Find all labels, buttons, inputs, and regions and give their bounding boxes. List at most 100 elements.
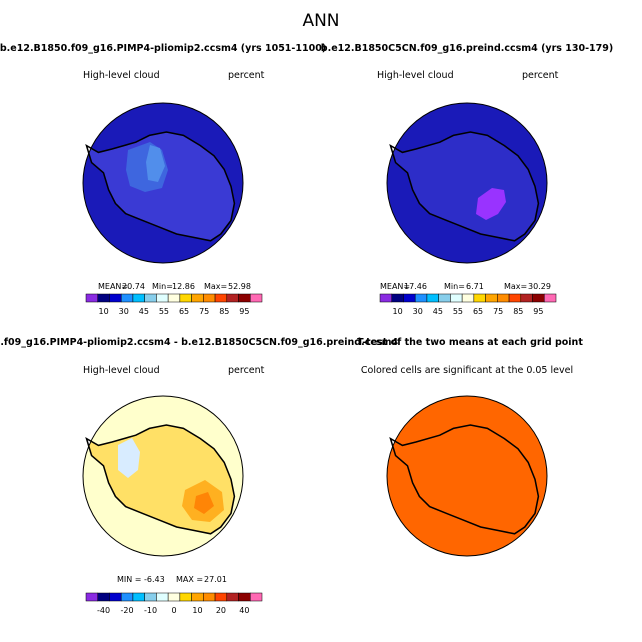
colorbar-swatch [109, 592, 122, 602]
polar-map [83, 396, 243, 556]
max-label: MAX = [176, 575, 203, 584]
colorbar-swatch [532, 293, 545, 303]
significance-label: Colored cells are significant at the 0.0… [361, 365, 573, 376]
colorbar-swatch [544, 293, 557, 303]
colorbar-tick-label: 10 [393, 307, 403, 316]
max-value: 52.98 [228, 282, 251, 291]
colorbar-swatch [438, 293, 451, 303]
colorbar-tick-label: 85 [513, 307, 523, 316]
units-label: percent [228, 70, 265, 81]
colorbar-swatch [508, 293, 522, 303]
units-label: percent [228, 365, 265, 376]
colorbar: -40 -20 -10 0 10 20 40 [85, 592, 263, 615]
colorbar-tick-label: 75 [493, 307, 503, 316]
colorbar-swatch [473, 293, 486, 303]
colorbar-swatch [191, 592, 204, 602]
colorbar-tick-label: 45 [139, 307, 149, 316]
max-value: 30.29 [528, 282, 551, 291]
variable-label: High-level cloud [377, 70, 454, 81]
colorbar-swatch [120, 592, 134, 602]
colorbar-tick-label: 85 [219, 307, 229, 316]
colorbar-swatch [132, 293, 145, 303]
colorbar-swatch [85, 293, 98, 303]
colorbar-swatch [97, 293, 110, 303]
colorbar-swatch [109, 293, 122, 303]
colorbar-tick-label: 40 [239, 606, 249, 615]
mean-label: MEAN= [98, 282, 128, 291]
colorbar-swatch [85, 592, 98, 602]
colorbar-swatch [97, 592, 110, 602]
colorbar-swatch [167, 293, 181, 303]
colorbar-swatch [461, 293, 475, 303]
colorbar-swatch [144, 293, 157, 303]
colorbar-tick-label: 30 [119, 307, 129, 316]
mean-label: MEAN= [380, 282, 410, 291]
colorbar-tick-label: -10 [144, 606, 157, 615]
colorbar-tick-label: 10 [192, 606, 202, 615]
colorbar-swatch [497, 293, 510, 303]
colorbar-tick-label: 55 [159, 307, 169, 316]
panel-title: b.e12.B1850C5CN.f09_g16.preind.ccsm4 (yr… [321, 43, 613, 54]
colorbar: 10 30 45 55 65 75 85 95 [379, 293, 557, 316]
colorbar-tick-label: 30 [413, 307, 423, 316]
colorbar-swatch [450, 293, 463, 303]
colorbar-swatch [179, 592, 192, 602]
figure-title: ANN [302, 11, 339, 31]
mean-value: 17.46 [404, 282, 427, 291]
polar-map [387, 103, 547, 263]
colorbar-swatch [179, 293, 192, 303]
colorbar-swatch [520, 293, 533, 303]
colorbar-swatch [414, 293, 428, 303]
panel-title: T-test of the two means at each grid poi… [357, 337, 583, 348]
colorbar-swatch [485, 293, 498, 303]
colorbar-tick-label: 45 [433, 307, 443, 316]
colorbar-swatch [203, 293, 216, 303]
min-label: Min= [444, 282, 465, 291]
colorbar-swatch [156, 293, 169, 303]
colorbar-swatch [426, 293, 439, 303]
min-label: MIN = [117, 575, 142, 584]
polar-map [83, 103, 243, 263]
colorbar-tick-label: 95 [533, 307, 543, 316]
panel-title: 1850.f09_g16.PIMP4-pliomip2.ccsm4 - b.e1… [0, 337, 399, 348]
variable-label: High-level cloud [83, 365, 160, 376]
panel-preind: b.e12.B1850C5CN.f09_g16.preind.ccsm4 (yr… [321, 43, 613, 316]
colorbar-tick-label: 0 [171, 606, 176, 615]
max-label: Max= [204, 282, 227, 291]
colorbar-tick-label: -20 [121, 606, 134, 615]
colorbar-tick-label: 95 [239, 307, 249, 316]
colorbar-swatch [203, 592, 216, 602]
colorbar-swatch [403, 293, 416, 303]
max-value: 27.01 [204, 575, 227, 584]
colorbar-swatch [226, 293, 239, 303]
colorbar-swatch [167, 592, 181, 602]
panel-ttest: T-test of the two means at each grid poi… [357, 337, 583, 557]
colorbar-swatch [250, 293, 263, 303]
variable-label: High-level cloud [83, 70, 160, 81]
colorbar-tick-label: -40 [97, 606, 110, 615]
colorbar-tick-label: 65 [179, 307, 189, 316]
min-value: 6.71 [466, 282, 484, 291]
colorbar-swatch [250, 592, 263, 602]
min-value: -6.43 [144, 575, 165, 584]
colorbar-tick-label: 10 [99, 307, 109, 316]
panel-difference: 1850.f09_g16.PIMP4-pliomip2.ccsm4 - b.e1… [0, 337, 399, 615]
colorbar-swatch [238, 293, 251, 303]
colorbar-swatch [379, 293, 392, 303]
min-label: Min= [152, 282, 173, 291]
colorbar-swatch [132, 592, 145, 602]
mean-value: 20.74 [122, 282, 145, 291]
min-value: 12.86 [172, 282, 195, 291]
colorbar-swatch [156, 592, 169, 602]
colorbar-swatch [238, 592, 251, 602]
colorbar-swatch [214, 592, 228, 602]
polar-map [387, 396, 547, 556]
colorbar-tick-label: 65 [473, 307, 483, 316]
colorbar-swatch [144, 592, 157, 602]
colorbar-tick-label: 55 [453, 307, 463, 316]
colorbar-swatch [226, 592, 239, 602]
colorbar: 10 30 45 55 65 75 85 95 [85, 293, 263, 316]
colorbar-tick-label: 20 [216, 606, 226, 615]
colorbar-swatch [191, 293, 204, 303]
